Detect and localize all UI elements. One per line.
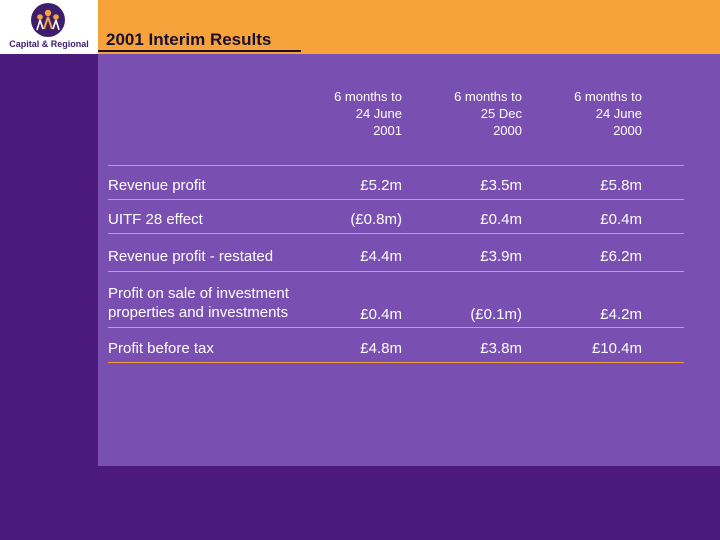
table-rule: [108, 362, 684, 363]
company-logo: Capital & Regional: [0, 0, 98, 54]
table-cell: £10.4m: [591, 340, 642, 357]
table-rule: [108, 165, 684, 166]
table-cell: £5.8m: [600, 177, 642, 194]
table-cell: £5.2m: [360, 177, 402, 194]
table-rule: [108, 199, 684, 200]
title-underline: [98, 50, 301, 52]
table-cell: £3.5m: [480, 177, 522, 194]
row-label-profit-before-tax: Profit before tax: [108, 340, 214, 357]
table-cell: (£0.8m): [350, 211, 402, 228]
table-cell: £3.8m: [480, 340, 522, 357]
table-cell: (£0.1m): [470, 306, 522, 323]
table-cell: £6.2m: [600, 248, 642, 265]
row-label-revenue-profit: Revenue profit: [108, 177, 206, 194]
table-cell: £4.2m: [600, 306, 642, 323]
column-header-dec-2000: 6 months to 25 Dec 2000: [454, 89, 522, 138]
people-circle-logo-icon: [31, 3, 65, 37]
row-label-profit-on-sale: Profit on sale of investment properties …: [108, 285, 289, 321]
slide-title: 2001 Interim Results: [106, 30, 272, 49]
table-cell: £0.4m: [480, 211, 522, 228]
table-rule: [108, 233, 684, 234]
table-cell: £0.4m: [600, 211, 642, 228]
table-cell: £4.4m: [360, 248, 402, 265]
row-label-revenue-profit-restated: Revenue profit - restated: [108, 248, 274, 265]
table-rule: [108, 271, 684, 272]
table-cell: £0.4m: [360, 306, 402, 323]
row-label-uitf-28-effect: UITF 28 effect: [108, 211, 203, 228]
table-rule: [108, 327, 684, 328]
column-header-jun-2001: 6 months to 24 June 2001: [334, 89, 402, 138]
content-panel: [98, 54, 720, 466]
column-header-jun-2000: 6 months to 24 June 2000: [574, 89, 642, 138]
logo-text: Capital & Regional: [9, 39, 89, 49]
table-cell: £4.8m: [360, 340, 402, 357]
header-bar: 2001 Interim Results: [98, 0, 720, 54]
table-cell: £3.9m: [480, 248, 522, 265]
